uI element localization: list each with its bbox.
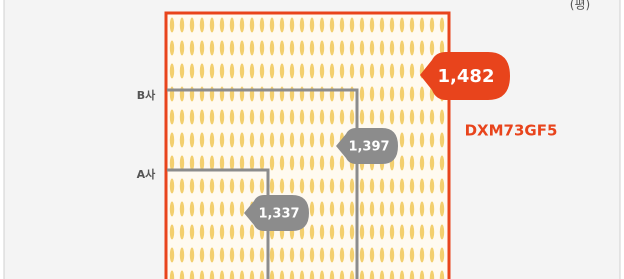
competitor-name: B사 bbox=[137, 88, 156, 102]
competitor-value: 1,397 bbox=[348, 140, 389, 155]
competitor-value: 1,337 bbox=[258, 207, 299, 222]
diagram: (평) B사 A사 1,482 DXM73GF5 1,397 1,337 bbox=[0, 0, 624, 279]
product-name: DXM73GF5 bbox=[465, 122, 558, 140]
pattern bbox=[168, 15, 447, 279]
product-value: 1,482 bbox=[438, 66, 495, 87]
competitor-name: A사 bbox=[137, 167, 157, 181]
unit: (평) bbox=[570, 0, 590, 12]
